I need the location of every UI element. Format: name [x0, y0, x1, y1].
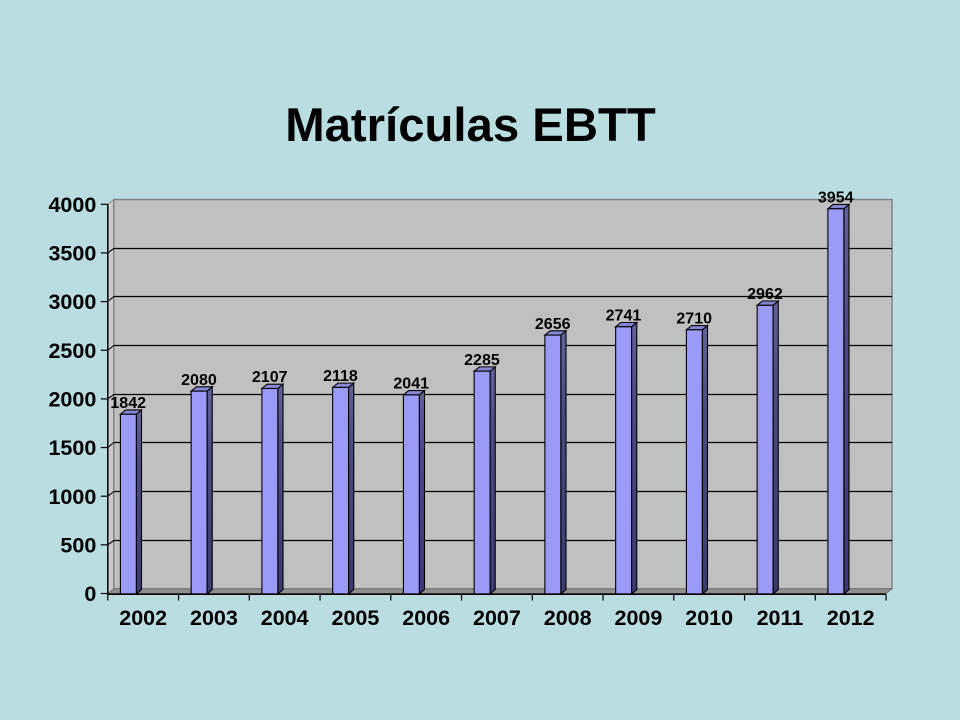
- svg-text:1842: 1842: [110, 395, 146, 412]
- svg-text:2010: 2010: [685, 606, 733, 630]
- svg-text:2656: 2656: [535, 316, 571, 333]
- svg-text:2003: 2003: [190, 606, 238, 630]
- svg-text:2004: 2004: [261, 606, 309, 630]
- svg-text:2285: 2285: [464, 352, 500, 369]
- svg-text:2000: 2000: [48, 388, 96, 412]
- svg-text:3000: 3000: [48, 290, 96, 314]
- svg-text:3500: 3500: [48, 242, 96, 266]
- svg-text:3954: 3954: [818, 189, 854, 206]
- svg-text:1500: 1500: [48, 436, 96, 460]
- svg-text:2008: 2008: [544, 606, 592, 630]
- svg-text:2005: 2005: [332, 606, 380, 630]
- svg-text:2012: 2012: [827, 606, 875, 630]
- svg-text:0: 0: [84, 582, 96, 606]
- svg-text:2011: 2011: [757, 606, 804, 630]
- svg-text:2107: 2107: [252, 369, 288, 386]
- svg-text:1000: 1000: [48, 485, 96, 509]
- svg-text:2006: 2006: [402, 606, 450, 630]
- svg-text:2002: 2002: [119, 606, 167, 630]
- svg-text:2041: 2041: [393, 376, 429, 393]
- svg-text:2080: 2080: [181, 372, 217, 389]
- svg-text:2500: 2500: [48, 339, 96, 363]
- svg-text:4000: 4000: [48, 193, 96, 217]
- svg-text:2741: 2741: [606, 308, 642, 325]
- svg-text:2710: 2710: [676, 311, 712, 328]
- svg-text:2118: 2118: [323, 368, 358, 385]
- svg-text:2962: 2962: [747, 286, 783, 303]
- svg-text:2007: 2007: [473, 606, 521, 630]
- svg-text:2009: 2009: [615, 606, 663, 630]
- svg-text:Matrículas EBTT: Matrículas EBTT: [285, 99, 656, 152]
- svg-text:500: 500: [60, 533, 96, 557]
